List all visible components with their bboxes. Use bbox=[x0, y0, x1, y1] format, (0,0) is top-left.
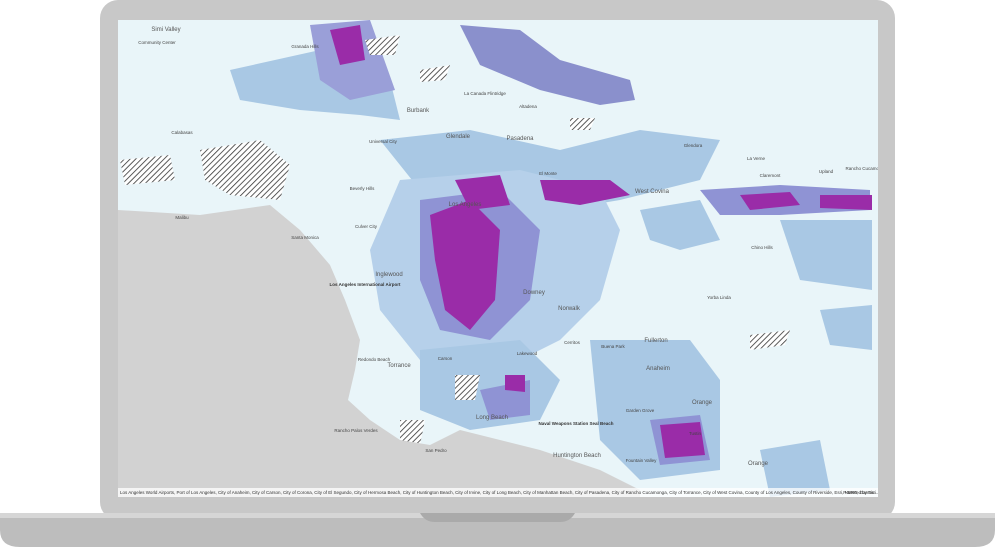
place-label: San Pedro bbox=[425, 448, 447, 453]
place-label: Simi Valley bbox=[151, 27, 180, 33]
place-label: El Monte bbox=[539, 171, 557, 176]
place-label: Los Angeles bbox=[449, 202, 482, 208]
place-label: Beverly Hills bbox=[350, 186, 376, 191]
laptop-base bbox=[0, 513, 995, 547]
powered-by: Powered by Esri bbox=[843, 490, 876, 495]
place-label: Glendale bbox=[446, 134, 471, 140]
map-area bbox=[750, 330, 790, 350]
place-label: Universal City bbox=[369, 139, 398, 144]
map-area bbox=[780, 220, 872, 290]
place-label: La Verne bbox=[747, 156, 766, 161]
place-label: Claremont bbox=[760, 173, 782, 178]
tracts bbox=[230, 20, 872, 497]
place-label: Long Beach bbox=[476, 415, 508, 421]
place-label: Fountain Valley bbox=[626, 458, 657, 463]
place-label: Upland bbox=[819, 169, 834, 174]
map-area bbox=[760, 440, 830, 497]
map-area bbox=[400, 420, 425, 445]
place-label: Orange bbox=[748, 461, 769, 467]
place-label: Lakewood bbox=[517, 351, 538, 356]
map-area bbox=[570, 118, 595, 130]
map-area bbox=[120, 155, 175, 185]
map-area bbox=[640, 200, 720, 250]
place-label: Rancho Cucamonga bbox=[845, 166, 887, 171]
place-label: Naval Weapons Station Seal Beach bbox=[539, 421, 614, 426]
place-label: Chino Hills bbox=[751, 245, 773, 250]
map-area bbox=[455, 375, 480, 400]
map: Simi Valley Community Center Granada Hil… bbox=[118, 20, 887, 497]
place-label: Buena Park bbox=[601, 344, 625, 349]
place-label: Norwalk bbox=[558, 306, 581, 312]
map-area bbox=[540, 180, 630, 205]
place-label: Los Angeles International Airport bbox=[330, 282, 401, 287]
place-label: West Covina bbox=[635, 189, 670, 195]
map-area bbox=[460, 25, 635, 105]
place-label: La Canada Flintridge bbox=[464, 91, 506, 96]
place-label: Malibu bbox=[175, 215, 189, 220]
place-label: Huntington Beach bbox=[553, 453, 601, 459]
map-area bbox=[365, 35, 400, 55]
place-label: Redondo Beach bbox=[358, 357, 391, 362]
place-label: Orange bbox=[692, 400, 713, 406]
map-area bbox=[420, 65, 450, 82]
place-label: Glendora bbox=[684, 143, 703, 148]
place-label: Calabasas bbox=[171, 130, 193, 135]
place-label: Burbank bbox=[407, 108, 430, 114]
place-label: Tustin bbox=[689, 431, 702, 436]
map-area bbox=[660, 422, 705, 458]
place-label: Santa Monica bbox=[291, 235, 319, 240]
ocean bbox=[118, 205, 640, 497]
map-area bbox=[430, 200, 500, 330]
place-label: Torrance bbox=[387, 363, 411, 369]
map-area bbox=[200, 140, 290, 200]
place-label: Granada Hills bbox=[291, 44, 319, 49]
attribution-bar bbox=[118, 488, 878, 497]
map-area bbox=[820, 195, 872, 210]
map-area bbox=[820, 305, 872, 350]
place-label: Garden Grove bbox=[626, 408, 655, 413]
map-area bbox=[740, 192, 800, 210]
laptop-notch bbox=[420, 513, 575, 522]
attribution: Los Angeles World Airports, Port of Los … bbox=[120, 490, 878, 495]
place-label: Fullerton bbox=[644, 338, 667, 344]
place-label: Rancho Palos Verdes bbox=[334, 428, 378, 433]
place-label: Pasadena bbox=[506, 136, 534, 142]
map-area bbox=[505, 375, 525, 392]
hatched-areas bbox=[120, 35, 790, 445]
map-area bbox=[330, 25, 365, 65]
place-label: Yorba Linda bbox=[707, 295, 731, 300]
place-label: Downey bbox=[523, 290, 545, 296]
place-label: Culver City bbox=[355, 224, 378, 229]
place-label: Cerritos bbox=[564, 340, 581, 345]
place-label: Community Center bbox=[138, 40, 176, 45]
place-label: Altadena bbox=[519, 104, 537, 109]
place-label: Inglewood bbox=[375, 272, 402, 278]
map-area bbox=[455, 175, 510, 210]
place-label: Anaheim bbox=[646, 366, 670, 372]
place-labels: Simi Valley Community Center Granada Hil… bbox=[138, 27, 887, 467]
place-label: Carson bbox=[438, 356, 453, 361]
